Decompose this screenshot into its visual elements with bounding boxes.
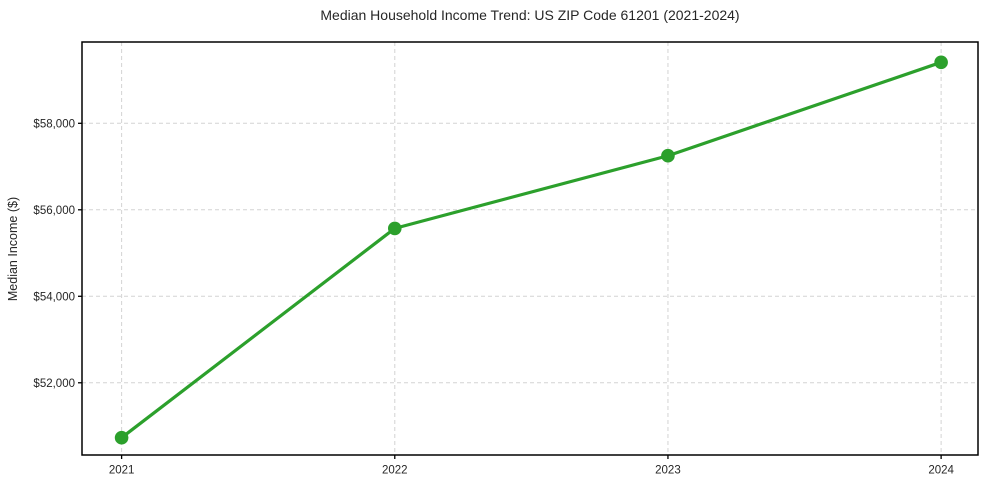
y-tick-label: $52,000 xyxy=(33,378,75,390)
y-tick-label: $56,000 xyxy=(33,205,75,217)
y-tick-label: $58,000 xyxy=(33,118,75,130)
trend-line xyxy=(120,60,943,440)
chart-title: Median Household Income Trend: US ZIP Co… xyxy=(320,7,740,23)
x-tick-label: 2023 xyxy=(655,465,681,477)
plot-border xyxy=(81,41,979,456)
data-point-marker xyxy=(934,55,948,70)
x-tick-label: 2021 xyxy=(109,465,135,477)
x-tick-label: 2024 xyxy=(928,465,954,477)
data-point-marker xyxy=(114,430,129,445)
data-point-marker xyxy=(661,148,675,163)
y-tick-label: $54,000 xyxy=(33,291,75,303)
x-tick-label: 2022 xyxy=(382,465,408,477)
y-axis-label: Median Income ($) xyxy=(6,197,20,301)
data-point-marker xyxy=(387,221,402,236)
